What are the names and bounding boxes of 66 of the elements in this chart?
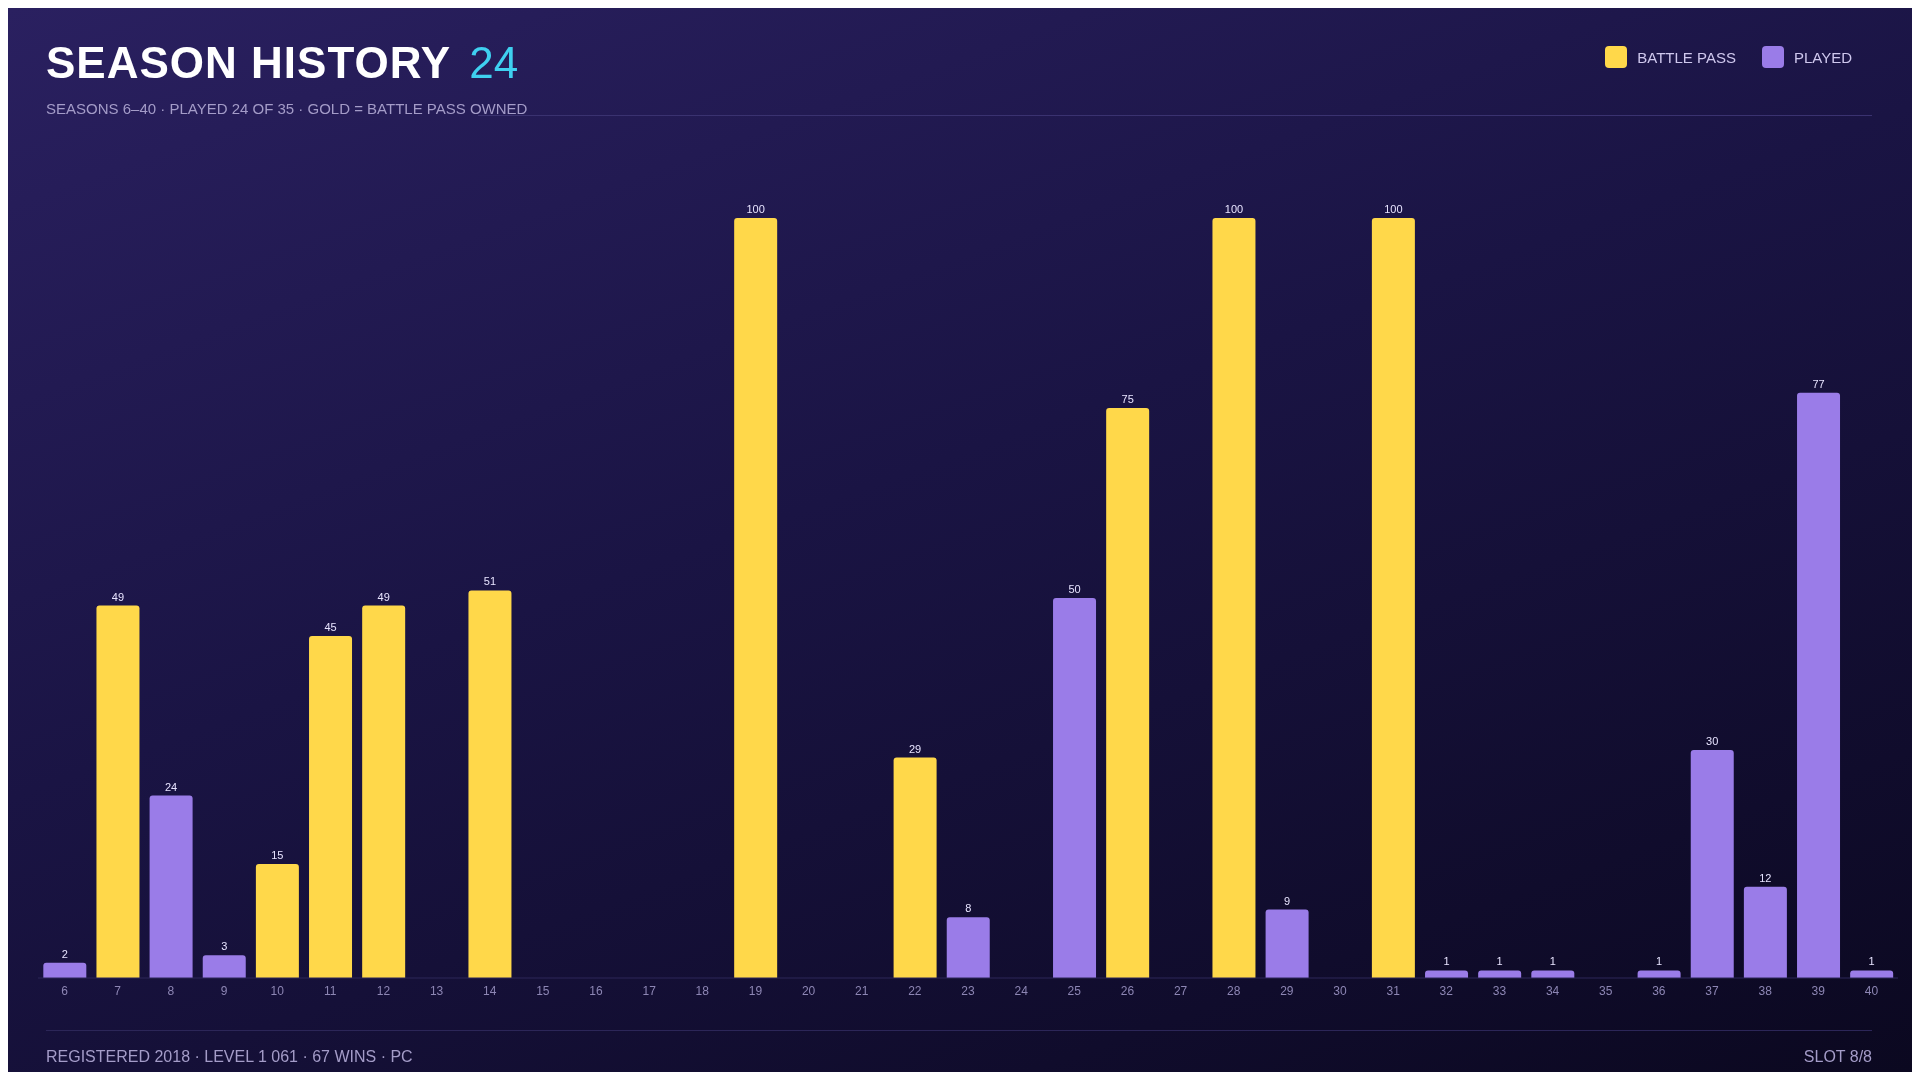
data-label: 77: [1812, 377, 1825, 390]
x-tick-label: 34: [1545, 983, 1560, 998]
x-tick-label: 29: [1280, 983, 1294, 998]
data-label: 50: [1068, 583, 1081, 595]
data-label: 51: [483, 575, 497, 588]
x-tick-label: 21: [855, 983, 869, 998]
x-tick-label: 37: [1705, 983, 1719, 998]
x-tick-label: 33: [1492, 983, 1507, 998]
x-tick-label: 9: [220, 983, 228, 998]
data-label: 49: [377, 590, 390, 603]
data-label: 49: [111, 590, 125, 603]
data-label: 100: [1384, 203, 1403, 215]
data-label: 29: [908, 742, 922, 755]
x-tick-label: 14: [483, 983, 497, 998]
x-tick-label: 15: [536, 983, 550, 998]
x-tick-label: 40: [1864, 983, 1879, 998]
x-tick-label: 19: [748, 983, 763, 998]
data-label: 9: [1284, 894, 1291, 907]
data-label: 15: [271, 849, 284, 861]
data-label: 75: [1121, 393, 1134, 405]
data-label: 1: [1443, 955, 1450, 968]
x-tick-label: 8: [167, 983, 175, 998]
data-label: 3: [221, 940, 228, 953]
data-label: 45: [324, 621, 337, 633]
x-tick-label: 35: [1599, 983, 1613, 998]
x-tick-label: 6: [61, 983, 69, 998]
data-label: 2: [61, 947, 68, 960]
x-tick-label: 11: [324, 983, 337, 998]
chart-subtitle: SEASONS 6–40 · PLAYED 24 OF 35 · GOLD = BATTLE PASS OWNED: [46, 100, 528, 117]
text: SLOT 8/8: [1803, 1048, 1872, 1066]
text: REGISTERED 2018 · LEVEL 1 061 · 67 WINS · PC: [46, 1048, 413, 1066]
chart-title: SEASON HISTORY: [46, 38, 452, 88]
x-tick-label: 25: [1067, 983, 1082, 998]
x-tick-label: 22: [908, 983, 922, 998]
legend-label: PLAYED: [1792, 47, 1852, 68]
x-tick-label: 7: [114, 983, 122, 998]
x-tick-label: 39: [1811, 983, 1826, 998]
legend-label: BATTLE PASS: [1636, 47, 1736, 68]
x-tick-label: 12: [376, 983, 391, 998]
data-label: 8: [965, 902, 972, 915]
x-tick-label: 23: [961, 983, 975, 998]
data-label: 100: [1224, 203, 1244, 215]
x-tick-label: 30: [1333, 983, 1347, 998]
x-tick-label: 38: [1758, 983, 1773, 998]
data-label: 1: [1656, 955, 1663, 968]
x-tick-label: 20: [801, 983, 816, 998]
text: 24: [469, 38, 519, 88]
x-tick-label: 18: [695, 983, 710, 998]
x-tick-label: 31: [1386, 983, 1401, 998]
x-tick-label: 28: [1227, 983, 1241, 998]
data-label: 30: [1706, 735, 1719, 747]
x-tick-label: 32: [1439, 983, 1454, 998]
x-tick-label: 27: [1173, 983, 1188, 998]
data-label: 12: [1759, 871, 1772, 884]
x-tick-label: 17: [642, 983, 657, 998]
data-label: 1: [1549, 955, 1556, 968]
x-tick-label: 26: [1120, 983, 1135, 998]
x-tick-label: 36: [1652, 983, 1666, 998]
x-tick-label: 13: [429, 983, 444, 998]
data-label: 1: [1496, 955, 1503, 968]
x-tick-label: 24: [1014, 983, 1029, 998]
data-label: 1: [1868, 955, 1875, 968]
data-label: 100: [746, 203, 765, 215]
x-tick-label: 10: [270, 983, 285, 998]
x-tick-label: 16: [589, 983, 603, 998]
data-label: 24: [164, 780, 178, 793]
